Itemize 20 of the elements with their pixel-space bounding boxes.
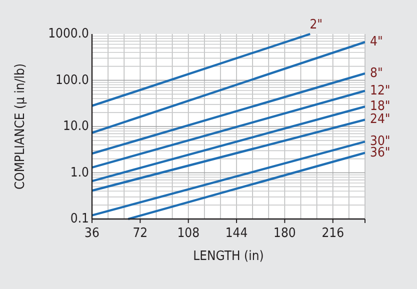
- y-axis-title: COMPLIANCE (µ in/lb): [13, 63, 28, 190]
- series-label: 24": [370, 112, 390, 128]
- y-tick-label: 1000.0: [48, 26, 89, 42]
- x-axis-title: LENGTH (in): [193, 249, 264, 264]
- y-tick-label: 10.0: [62, 119, 89, 134]
- y-tick-label: 0.1: [70, 212, 89, 226]
- series-label: 2": [310, 18, 323, 32]
- x-tick-label: 216: [322, 226, 344, 241]
- y-tick-label: 100.0: [56, 72, 89, 88]
- series-label: 8": [370, 66, 383, 81]
- series-label: 12": [370, 83, 390, 98]
- y-tick-label: 1.0: [70, 165, 89, 180]
- series-label: 36": [370, 145, 390, 160]
- x-tick-label: 36: [84, 226, 100, 241]
- x-tick-label: 108: [177, 226, 200, 241]
- x-tick-label: 180: [274, 226, 296, 241]
- series-label: 4": [370, 34, 383, 50]
- x-tick-label: 72: [132, 226, 148, 241]
- x-tick-label: 144: [225, 226, 248, 241]
- series-label: 18": [370, 99, 390, 114]
